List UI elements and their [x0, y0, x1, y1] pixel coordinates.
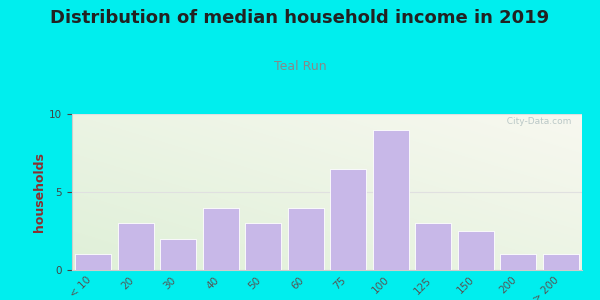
Bar [330, 169, 367, 270]
Bar [373, 130, 409, 270]
Bar [500, 254, 536, 270]
Y-axis label: households: households [34, 152, 46, 232]
Bar [118, 223, 154, 270]
Bar [287, 208, 324, 270]
Text: Teal Run: Teal Run [274, 60, 326, 73]
Bar [245, 223, 281, 270]
Bar [160, 239, 196, 270]
Bar [458, 231, 494, 270]
Text: City-Data.com: City-Data.com [502, 117, 572, 126]
Bar [203, 208, 239, 270]
Bar [415, 223, 451, 270]
Bar [542, 254, 579, 270]
Text: Distribution of median household income in 2019: Distribution of median household income … [50, 9, 550, 27]
Bar [75, 254, 112, 270]
